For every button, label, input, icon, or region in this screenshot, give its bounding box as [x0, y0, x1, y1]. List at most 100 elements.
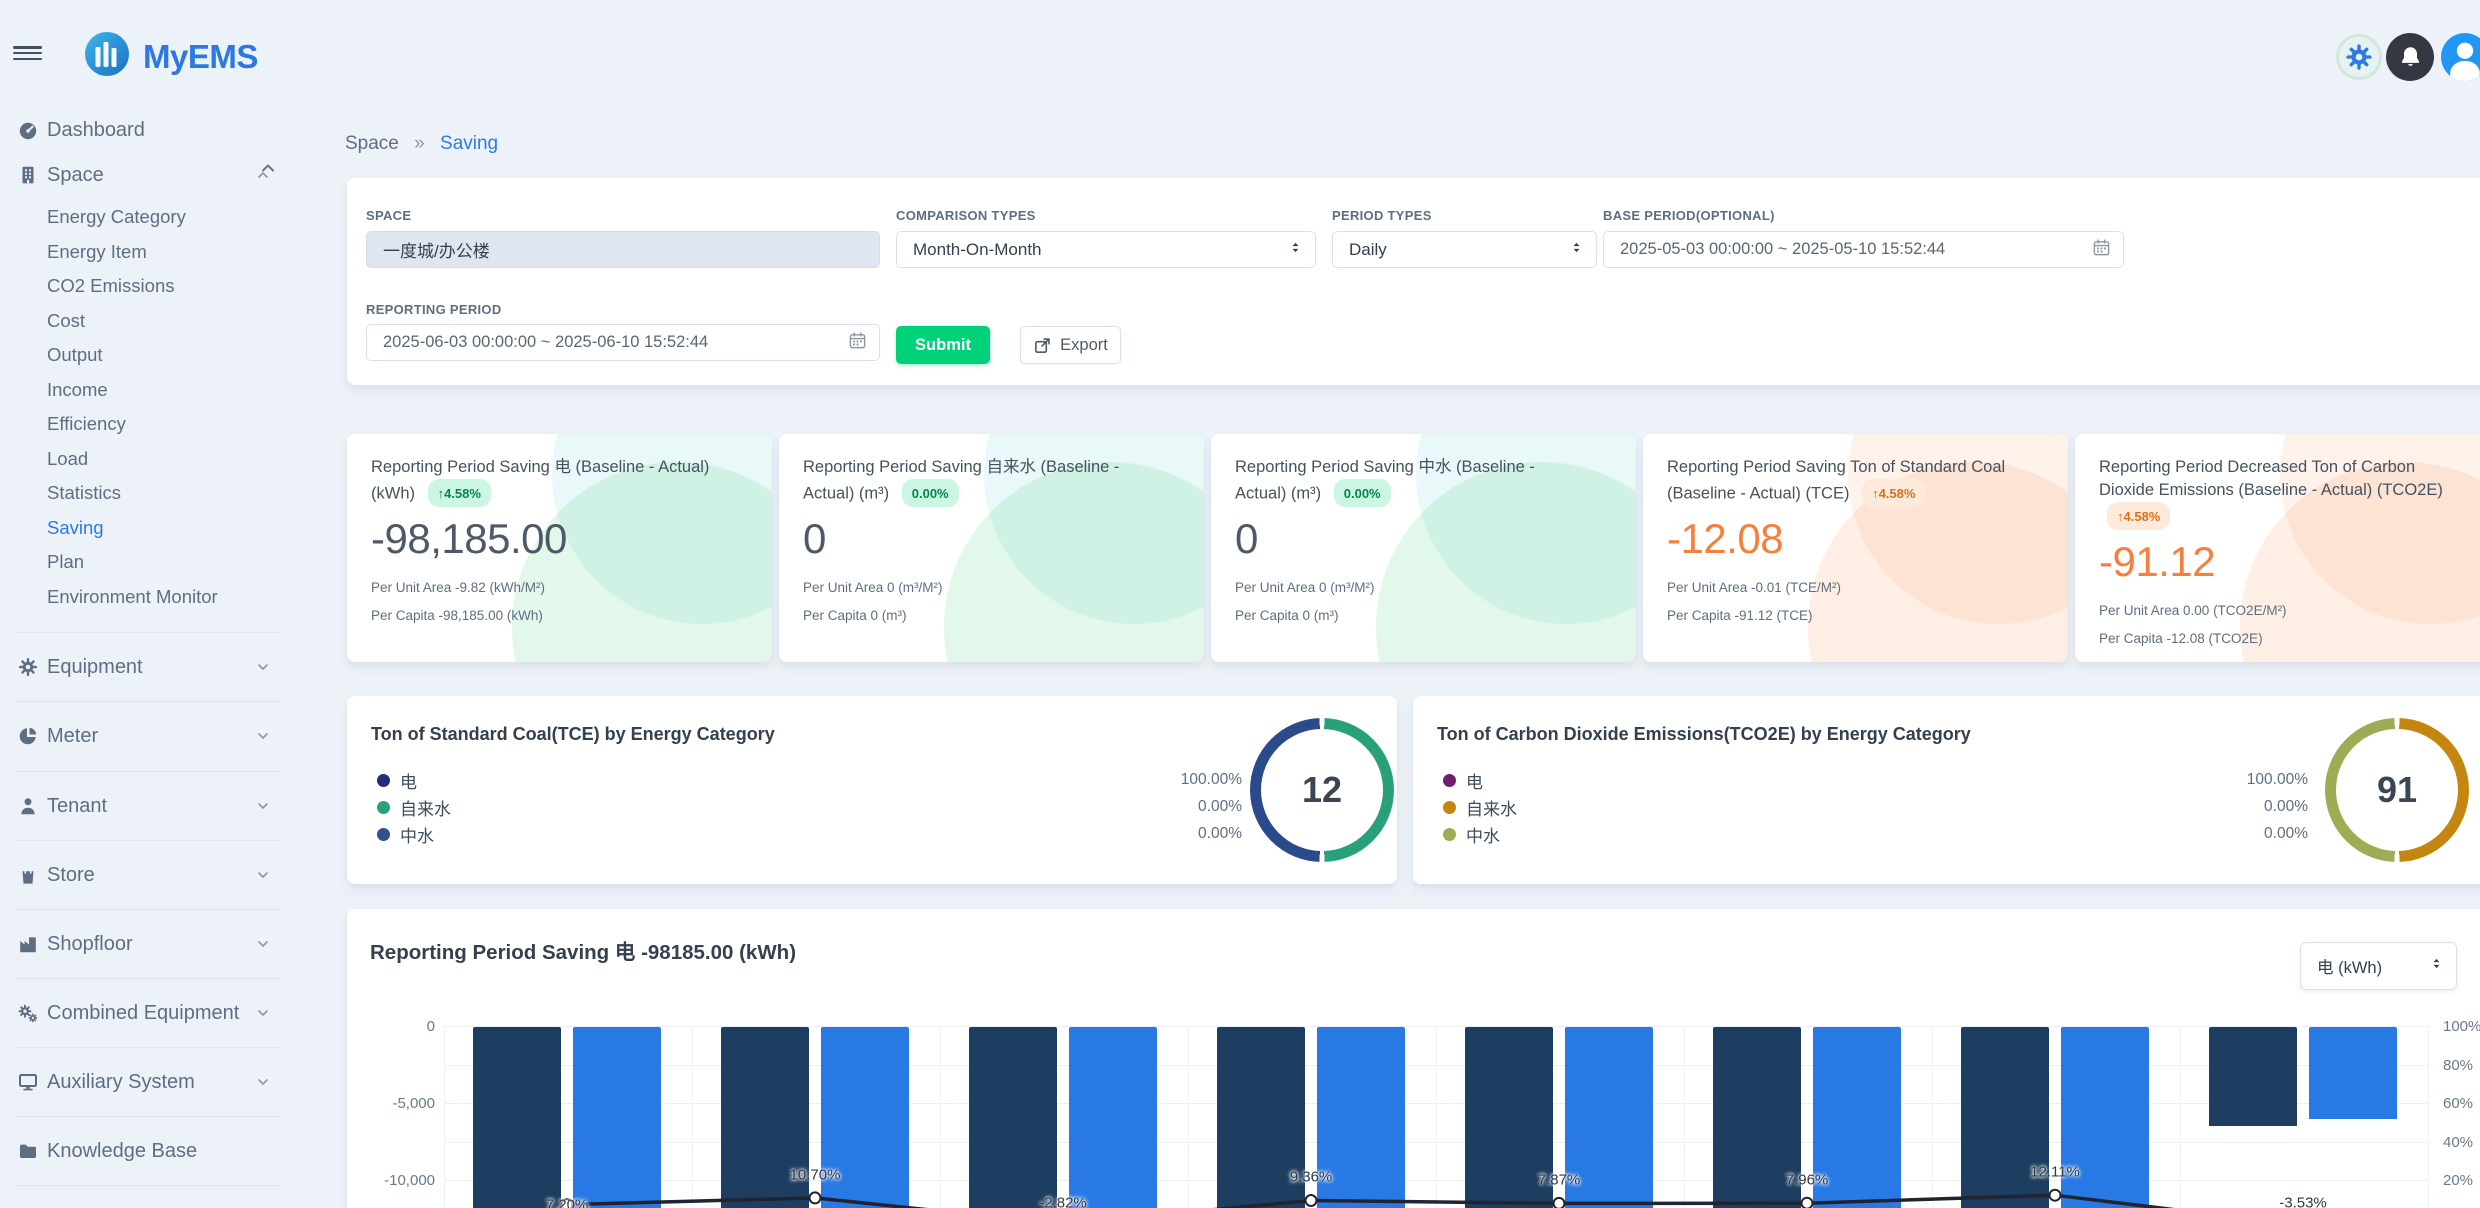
breadcrumb-space[interactable]: Space	[345, 133, 399, 154]
metric-card-4: Reporting Period Saving Ton of Standard …	[1643, 434, 2068, 662]
updown-arrows-icon	[2429, 956, 2444, 976]
export-button[interactable]: Export	[1020, 326, 1121, 364]
saving-bar-chart-card: Reporting Period Saving 电 -98185.00 (kWh…	[347, 909, 2480, 1208]
chevron-down-icon	[255, 1005, 271, 1021]
per-capita-line: Per Capita -98,185.00 (kWh)	[371, 608, 543, 623]
saving-rate-label: -3.53%	[2279, 1194, 2327, 1208]
sidebar-item-meter[interactable]: Meter	[15, 721, 283, 751]
sidebar-subitem-energy-category[interactable]: Energy Category	[47, 206, 186, 227]
metric-card-value: -98,185.00	[371, 515, 567, 562]
calendar-icon	[2092, 238, 2111, 262]
sidebar-divider	[15, 909, 281, 910]
equipment-icon	[15, 657, 41, 677]
chevron-down-icon	[255, 1074, 271, 1090]
metric-card-1: Reporting Period Saving 电 (Baseline - Ac…	[347, 434, 772, 662]
y-axis-tick: 0	[426, 1018, 435, 1035]
breadcrumb: Space » Saving	[345, 133, 498, 155]
submit-button[interactable]: Submit	[896, 326, 990, 364]
sidebar-subitem-efficiency[interactable]: Efficiency	[47, 413, 126, 434]
sidebar-subitem-output[interactable]: Output	[47, 344, 103, 365]
dashboard-icon	[15, 120, 41, 140]
sidebar-collapse-toggle-icon[interactable]	[258, 158, 278, 183]
saving-rate-label: 7.87%	[1537, 1171, 1581, 1189]
legend-item-中水[interactable]: 中水	[1443, 824, 1500, 846]
comparison-types-label: COMPARISON TYPES	[896, 208, 1036, 223]
chevron-down-icon	[255, 798, 271, 814]
sidebar-subitem-energy-item[interactable]: Energy Item	[47, 241, 147, 262]
per-unit-area-line: Per Unit Area 0 (m³/M²)	[1235, 580, 1375, 595]
bar-actual	[1069, 1027, 1157, 1208]
breadcrumb-saving[interactable]: Saving	[440, 133, 499, 154]
chevron-up-icon	[255, 167, 271, 183]
sidebar-divider	[15, 1185, 281, 1186]
building-icon	[15, 165, 41, 185]
user-avatar[interactable]	[2441, 33, 2480, 81]
sidebar-item-equipment[interactable]: Equipment	[15, 652, 283, 682]
chevron-down-icon	[255, 659, 271, 675]
right-axis-tick: 60%	[2443, 1095, 2474, 1112]
legend-dot-icon	[1443, 800, 1456, 814]
sidebar-subitem-load[interactable]: Load	[47, 448, 89, 469]
metric-card-2: Reporting Period Saving 自来水 (Baseline - …	[779, 434, 1204, 662]
space-input[interactable]: 一度城/办公楼	[366, 231, 880, 268]
bar-actual	[1317, 1027, 1405, 1208]
updown-arrows-icon	[1288, 240, 1303, 260]
per-capita-line: Per Capita -12.08 (TCO2E)	[2099, 631, 2263, 646]
legend-item-电[interactable]: 电	[377, 770, 417, 792]
sidebar-item-tenant[interactable]: Tenant	[15, 791, 283, 821]
right-axis-tick: 100%	[2443, 1018, 2480, 1035]
sidebar-subitem-statistics[interactable]: Statistics	[47, 482, 122, 503]
period-types-select[interactable]: Daily	[1332, 231, 1597, 268]
donut-card-title: Ton of Carbon Dioxide Emissions(TCO2E) b…	[1437, 724, 1971, 744]
combined-equipment-icon	[15, 1003, 41, 1023]
settings-gear-icon[interactable]	[2336, 34, 2382, 80]
bar-actual	[1813, 1027, 1901, 1208]
bar-baseline	[1713, 1027, 1801, 1208]
gridline	[1436, 1026, 1437, 1208]
donut-center-value: 91	[2336, 729, 2458, 851]
sidebar-item-shopfloor[interactable]: Shopfloor	[15, 929, 283, 959]
sidebar-subitem-environment-monitor[interactable]: Environment Monitor	[47, 586, 218, 607]
energy-unit-select[interactable]: 电 (kWh)	[2300, 942, 2457, 990]
legend-percentage: 100.00%	[1180, 771, 1242, 788]
sidebar-item-auxiliary-system[interactable]: Auxiliary System	[15, 1067, 283, 1097]
right-axis-tick: 40%	[2443, 1133, 2474, 1151]
meter-icon	[15, 726, 41, 746]
sidebar-item-store[interactable]: Store	[15, 860, 283, 890]
per-unit-area-line: Per Unit Area 0 (m³/M²)	[803, 580, 943, 595]
base-period-input[interactable]: 2025-05-03 00:00:00 ~ 2025-05-10 15:52:4…	[1603, 231, 2124, 268]
auxiliary-system-icon	[15, 1072, 41, 1092]
saving-rate-label: 9.36%	[1289, 1168, 1333, 1186]
sidebar-subitem-income[interactable]: Income	[47, 379, 108, 400]
sidebar-subitem-cost[interactable]: Cost	[47, 310, 86, 331]
sidebar-item-knowledge-base[interactable]: Knowledge Base	[15, 1136, 283, 1166]
legend-item-电[interactable]: 电	[1443, 770, 1483, 792]
bar-baseline	[1465, 1027, 1553, 1208]
sidebar-subitem-plan[interactable]: Plan	[47, 551, 85, 572]
notifications-bell-icon[interactable]	[2386, 33, 2434, 81]
legend-item-中水[interactable]: 中水	[377, 824, 434, 846]
per-capita-line: Per Capita 0 (m³)	[803, 608, 907, 623]
base-period-label: BASE PERIOD(OPTIONAL)	[1603, 208, 1775, 223]
reporting-period-input[interactable]: 2025-06-03 00:00:00 ~ 2025-06-10 15:52:4…	[366, 324, 880, 361]
saving-rate-label: 7.20%	[545, 1196, 589, 1208]
comparison-types-select[interactable]: Month-On-Month	[896, 231, 1316, 268]
trend-badge: 0.00%	[901, 479, 959, 507]
myems-logo-icon	[84, 31, 130, 82]
sidebar-item-combined-equipment[interactable]: Combined Equipment	[15, 998, 283, 1028]
tenant-icon	[15, 796, 41, 816]
sidebar-subitem-saving[interactable]: Saving	[47, 517, 104, 538]
legend-item-自来水[interactable]: 自来水	[377, 797, 451, 819]
sidebar-item-space[interactable]: Space	[15, 160, 283, 190]
metric-card-3: Reporting Period Saving 中水 (Baseline - A…	[1211, 434, 1636, 662]
sidebar-item-dashboard[interactable]: Dashboard	[15, 115, 283, 145]
gridline	[1932, 1026, 1933, 1208]
bar-actual	[2309, 1027, 2397, 1120]
sidebar-subitem-co2-emissions[interactable]: CO2 Emissions	[47, 275, 175, 296]
hamburger-menu-icon[interactable]	[13, 46, 43, 63]
brand-logo[interactable]: MyEMS	[84, 31, 258, 82]
legend-item-自来水[interactable]: 自来水	[1443, 797, 1517, 819]
gridline	[1684, 1026, 1685, 1208]
space-label: SPACE	[366, 208, 412, 223]
